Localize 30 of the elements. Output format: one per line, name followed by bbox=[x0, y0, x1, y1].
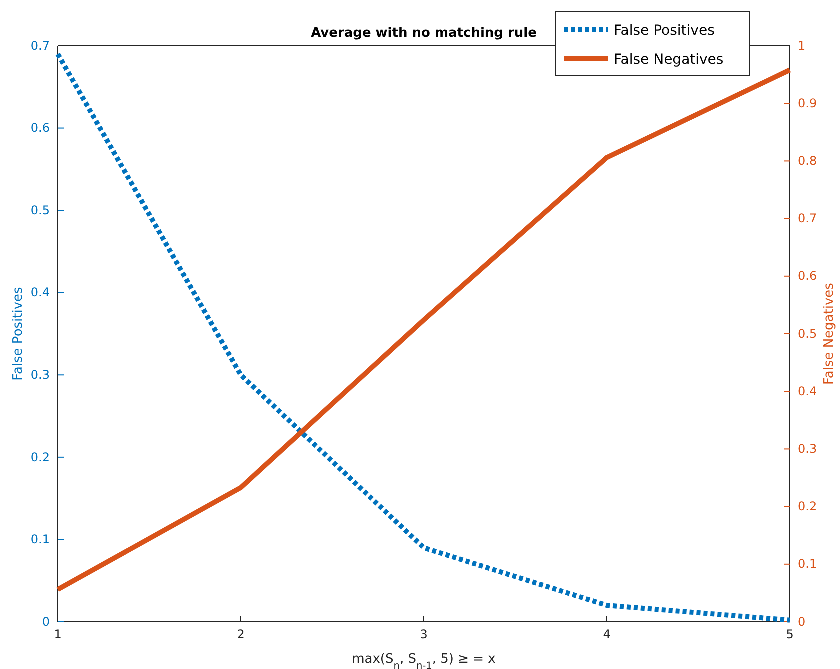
y2-tick-label: 0.7 bbox=[798, 212, 818, 226]
x-axis-title: max(S$_{n}$, S$_{n-1}$, 5) ≥ = x bbox=[352, 652, 496, 669]
y-tick-label: 0.5 bbox=[30, 203, 50, 218]
legend-label: False Positives bbox=[614, 23, 715, 39]
chart-title: Average with no matching rule bbox=[311, 26, 538, 41]
y2-tick-label: 0.6 bbox=[798, 269, 818, 284]
x-tick-label: 3 bbox=[420, 628, 428, 642]
y2-axis-title: False Negatives bbox=[822, 282, 837, 385]
x-tick-label: 2 bbox=[237, 628, 245, 642]
x-tick-label: 5 bbox=[786, 628, 794, 642]
y-tick-label: 0.7 bbox=[30, 38, 50, 53]
x-tick-label: 1 bbox=[54, 628, 62, 642]
y2-tick-label: 0.3 bbox=[798, 442, 818, 456]
y-tick-label: 0 bbox=[42, 614, 50, 629]
y-axis-title: False Positives bbox=[11, 286, 26, 381]
y2-tick-label: 0.2 bbox=[798, 500, 818, 514]
y2-tick-label: 0.4 bbox=[798, 384, 818, 398]
y2-tick-label: 0.5 bbox=[798, 326, 818, 341]
y2-tick-label: 0.8 bbox=[798, 154, 818, 168]
y-tick-label: 0.3 bbox=[30, 368, 50, 382]
y2-tick-label: 0.9 bbox=[798, 96, 818, 110]
y2-tick-label: 1 bbox=[798, 38, 806, 53]
y-tick-label: 0.2 bbox=[30, 450, 50, 464]
y-tick-label: 0.4 bbox=[30, 286, 50, 300]
x-tick-label: 4 bbox=[603, 628, 611, 642]
y2-tick-label: 0 bbox=[798, 614, 806, 629]
y-tick-label: 0.1 bbox=[30, 532, 50, 547]
y-tick-label: 0.6 bbox=[30, 121, 50, 136]
y2-tick-label: 0.1 bbox=[798, 557, 818, 572]
legend-label: False Negatives bbox=[614, 52, 724, 68]
